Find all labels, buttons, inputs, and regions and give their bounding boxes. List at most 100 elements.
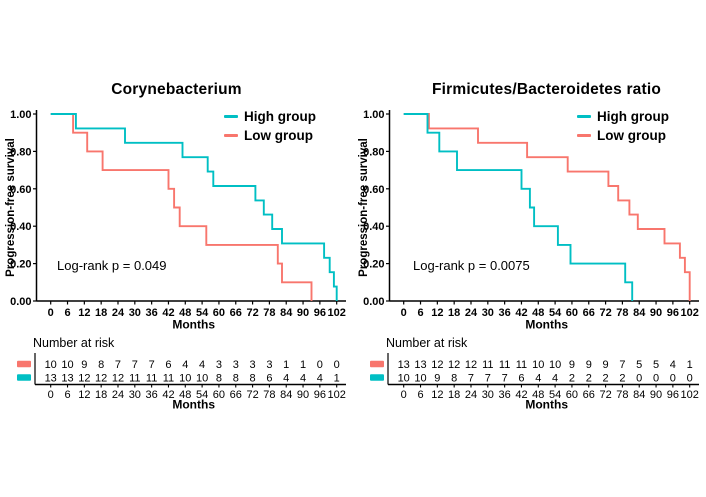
- risk-axis-tick-label: 42: [515, 389, 527, 401]
- x-tick-label: 30: [482, 307, 494, 319]
- x-tick-label: 102: [328, 307, 346, 319]
- risk-count: 3: [266, 359, 272, 371]
- risk-count: 4: [300, 373, 306, 385]
- km-curve-low-group: [50, 113, 313, 301]
- risk-axis-tick-label: 18: [448, 389, 460, 401]
- x-axis-title: Months: [172, 318, 215, 332]
- y-axis: 0.00 0.20 0.40 0.60 0.80 1.00 Progression-free…: [358, 109, 391, 308]
- risk-count: 1: [687, 359, 693, 371]
- legend-item-low-group: Low group: [224, 126, 316, 145]
- risk-row-swatch-low-group: [370, 360, 384, 368]
- x-tick-label: 78: [616, 307, 628, 319]
- x-tick-label: 42: [162, 307, 174, 319]
- risk-count: 5: [636, 359, 642, 371]
- risk-axis-tick-label: 90: [650, 389, 662, 401]
- risk-count: 7: [115, 359, 121, 371]
- y-tick-label: 0.00: [10, 296, 31, 308]
- y-tick-label: 0.80: [363, 146, 384, 158]
- risk-count: 7: [502, 373, 508, 385]
- risk-axis-tick-label: 12: [431, 389, 443, 401]
- risk-axis-tick-label: 54: [196, 389, 208, 401]
- x-tick-label: 12: [431, 307, 443, 319]
- risk-count: 6: [518, 373, 524, 385]
- risk-row-swatch-low-group: [17, 360, 31, 368]
- risk-axis-tick-label: 84: [633, 389, 645, 401]
- y-tick-label: 0.60: [363, 184, 384, 196]
- risk-axis-tick-label: 24: [112, 389, 124, 401]
- risk-axis-tick-label: 30: [482, 389, 494, 401]
- y-tick-label: 0.00: [363, 296, 384, 308]
- legend-item-high-group: High group: [224, 107, 316, 126]
- risk-count: 12: [448, 359, 460, 371]
- risk-count: 10: [398, 373, 410, 385]
- x-tick-label: 78: [263, 307, 275, 319]
- risk-count: 0: [687, 373, 693, 385]
- risk-count: 1: [334, 373, 340, 385]
- km-chart-firmicutes-bacteroidetes: 0.00 0.20 0.40 0.60 0.80 1.00 Progression-free…: [353, 0, 706, 497]
- x-tick-label: 36: [146, 307, 158, 319]
- risk-count: 13: [61, 373, 73, 385]
- y-tick-label: 0.80: [10, 146, 31, 158]
- x-tick-label: 48: [179, 307, 191, 319]
- x-tick-label: 42: [515, 307, 527, 319]
- x-tick-label: 66: [583, 307, 595, 319]
- risk-count: 10: [45, 359, 57, 371]
- risk-count: 10: [196, 373, 208, 385]
- risk-count: 8: [233, 373, 239, 385]
- legend-line-swatch: [224, 134, 238, 137]
- legend-label: Low group: [244, 128, 313, 143]
- legend-line-swatch: [577, 134, 591, 137]
- km-chart-corynebacterium: 0.00 0.20 0.40 0.60 0.80 1.00 Progression-free…: [5, 81, 346, 412]
- logrank-pvalue: Log-rank p = 0.0075: [413, 258, 530, 273]
- risk-count: 0: [317, 359, 323, 371]
- risk-axis-tick-label: 78: [616, 389, 628, 401]
- y-axis-title: Progression-free survival: [358, 138, 370, 277]
- risk-axis-tick-label: 42: [162, 389, 174, 401]
- x-tick-label: 96: [667, 307, 679, 319]
- risk-count: 12: [112, 373, 124, 385]
- risk-count: 10: [414, 373, 426, 385]
- risk-count: 9: [569, 359, 575, 371]
- legend-item-high-group: High group: [577, 107, 669, 126]
- risk-count: 11: [482, 359, 493, 371]
- x-tick-label: 72: [246, 307, 258, 319]
- risk-axis-tick-label: 6: [64, 389, 70, 401]
- risk-axis-tick-label: 36: [146, 389, 158, 401]
- y-tick-label: 1.00: [10, 109, 31, 121]
- legend-line-swatch: [577, 115, 591, 118]
- risk-axis-tick-label: 72: [246, 389, 258, 401]
- risk-count: 5: [653, 359, 659, 371]
- legend-label: High group: [597, 109, 669, 124]
- y-tick-label: 0.40: [363, 221, 384, 233]
- y-tick-label: 0.20: [363, 259, 384, 271]
- x-tick-label: 36: [499, 307, 511, 319]
- risk-axis-tick-label: 72: [599, 389, 611, 401]
- y-axis-title: Progression-free survival: [5, 138, 17, 277]
- x-tick-label: 96: [314, 307, 326, 319]
- risk-count: 4: [199, 359, 205, 371]
- number-at-risk-header: Number at risk: [386, 336, 468, 350]
- x-tick-label: 60: [213, 307, 225, 319]
- x-tick-label: 30: [129, 307, 141, 319]
- risk-count: 3: [250, 359, 256, 371]
- x-tick-label: 84: [280, 307, 293, 319]
- risk-axis-tick-label: 12: [78, 389, 90, 401]
- risk-count: 7: [149, 359, 155, 371]
- risk-count: 10: [532, 359, 544, 371]
- x-tick-label: 54: [549, 307, 562, 319]
- risk-count: 9: [603, 359, 609, 371]
- x-tick-label: 60: [566, 307, 578, 319]
- x-tick-label: 6: [64, 307, 70, 319]
- risk-count: 3: [233, 359, 239, 371]
- legend-line-swatch: [224, 115, 238, 118]
- risk-row-swatch-high-group: [17, 374, 31, 381]
- risk-count: 8: [216, 373, 222, 385]
- risk-axis-tick-label: 48: [532, 389, 544, 401]
- risk-count: 11: [516, 359, 527, 371]
- km-curves: [403, 113, 691, 301]
- risk-count: 3: [216, 359, 222, 371]
- risk-count: 6: [165, 359, 171, 371]
- risk-axis-tick-label: 0: [48, 389, 54, 401]
